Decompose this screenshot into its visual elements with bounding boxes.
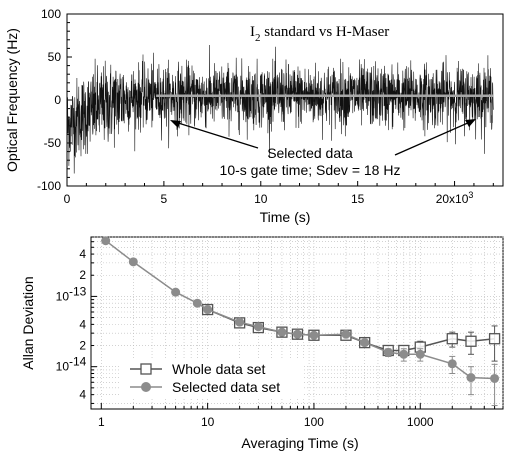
legend: Whole data set Selected data set <box>121 359 304 397</box>
bottom-y-tick-label: 2 <box>79 339 86 353</box>
bottom-x-tick-label: 100 <box>304 415 324 429</box>
bottom-series-layer <box>101 236 501 407</box>
top-chart-title: I2 standard vs H-Maser <box>250 24 389 44</box>
selected-data-point <box>466 373 476 383</box>
top-x-axis-label: Time (s) <box>260 209 311 225</box>
selected-data-point <box>277 327 287 337</box>
annotation-arrowhead-right <box>465 119 476 127</box>
selected-data-point <box>235 317 245 327</box>
top-annotation-line-2: 10-s gate time; Sdev = 18 Hz <box>220 162 401 178</box>
legend-marker-square <box>140 363 152 375</box>
top-y-tick-label: 100 <box>41 7 61 21</box>
selected-data-point <box>383 347 393 357</box>
bottom-y-tick-label: 4 <box>79 247 86 261</box>
selected-data-point <box>192 298 202 308</box>
top-y-tick-label: 0 <box>54 93 61 107</box>
whole-data-point <box>465 335 477 347</box>
top-axis-ticks: 0 5 10 15 20x103 100 50 0 -50 -100 <box>37 7 494 206</box>
bottom-y-tick-label: 10 <box>56 360 70 374</box>
top-title-rest: standard vs H-Maser <box>261 24 390 40</box>
top-x-tick-label: 20x103 <box>436 190 474 206</box>
whole-data-point <box>488 333 501 345</box>
selected-data-point <box>292 329 302 339</box>
frequency-trace <box>66 44 494 174</box>
top-y-tick-label: 50 <box>48 50 62 64</box>
legend-label-selected: Selected data set <box>172 379 280 395</box>
annotation-arrow-left <box>174 121 259 149</box>
top-annotation-line-1: Selected data <box>267 145 353 161</box>
selected-data-point <box>490 373 500 383</box>
top-title-main: I <box>250 24 255 40</box>
selected-data-point <box>447 359 457 369</box>
selected-data-point <box>253 322 263 332</box>
legend-marker-circle <box>141 382 151 392</box>
bottom-x-tick-label: 1 <box>98 415 105 429</box>
selected-data-point <box>171 287 181 297</box>
annotation-arrow-right <box>394 121 471 156</box>
selected-data-point <box>399 349 409 359</box>
selected-data-point <box>341 329 351 339</box>
legend-label-whole: Whole data set <box>172 361 265 377</box>
selected-data-point <box>309 330 319 340</box>
selected-data-point <box>415 349 425 359</box>
top-series-layer <box>66 44 494 174</box>
annotation-arrowhead-left <box>170 120 181 128</box>
selected-data-point <box>101 236 111 246</box>
bottom-y-tick-label: 4 <box>79 388 86 402</box>
whole-data-point <box>446 333 458 345</box>
frequency-time-panel: 0 5 10 15 20x103 100 50 0 -50 -100 I2 standard vs… <box>4 7 504 225</box>
selected-data-point <box>203 305 213 315</box>
top-y-axis-label: Optical Frequency (Hz) <box>4 28 20 172</box>
top-x-tick-label: 5 <box>161 192 168 206</box>
top-x-tick-label: 10 <box>254 192 268 206</box>
bottom-x-tick-label: 10 <box>201 415 215 429</box>
top-y-tick-label: -50 <box>44 136 62 150</box>
top-y-tick-label: -100 <box>37 179 61 193</box>
bottom-y-tick-exponent: -14 <box>69 355 87 369</box>
selected-data-point <box>360 338 370 348</box>
top-x-tick-label: 15 <box>351 192 365 206</box>
bottom-y-axis-label: Allan Deviation <box>20 276 36 369</box>
bottom-y-tick-exponent: -13 <box>69 284 87 298</box>
bottom-x-axis-label: Averaging Time (s) <box>241 435 358 451</box>
top-title-subscript: 2 <box>255 32 261 44</box>
bottom-y-tick-label: 2 <box>79 268 86 282</box>
bottom-y-tick-label: 4 <box>79 317 86 331</box>
top-x-tick-label: 0 <box>64 192 71 206</box>
bottom-x-tick-label: 1000 <box>407 415 434 429</box>
selected-data-point <box>128 257 138 267</box>
bottom-y-tick-label: 10 <box>56 289 70 303</box>
